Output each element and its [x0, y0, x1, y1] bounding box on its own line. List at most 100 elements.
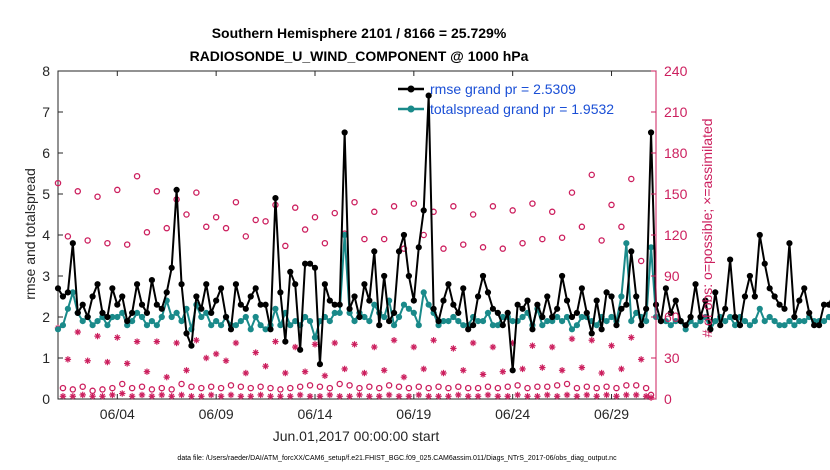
rmse-point: [410, 297, 417, 304]
totalspread-point: [801, 318, 808, 325]
rmse-point: [751, 293, 758, 300]
rmse-point: [667, 309, 674, 316]
obs-assimilated-marker: [306, 393, 314, 400]
obs-assimilated-marker: [79, 391, 86, 399]
obs-assimilated-marker: [356, 391, 363, 399]
totalspread-point: [712, 318, 719, 325]
rmse-point: [722, 305, 729, 312]
totalspread-point: [563, 313, 571, 321]
obs-assimilated-marker: [371, 343, 378, 351]
totalspread-point: [208, 322, 215, 329]
obs-assimilated-marker: [573, 393, 581, 400]
series-group: [54, 92, 830, 374]
obs-possible-marker: [114, 186, 121, 194]
obs-possible-marker: [637, 257, 645, 265]
rmse-point: [588, 330, 595, 337]
obs-possible-marker: [464, 384, 472, 392]
obs-possible-marker: [282, 242, 289, 250]
rmse-point: [539, 313, 546, 321]
rmse-point: [119, 293, 126, 300]
obs-assimilated-marker: [553, 393, 561, 400]
rmse-point: [400, 231, 408, 239]
totalspread-point: [133, 309, 141, 316]
rmse-point: [247, 293, 254, 300]
totalspread-point: [667, 322, 674, 329]
rmse-point: [277, 289, 284, 296]
totalspread-point: [213, 318, 220, 325]
obs-possible-marker: [469, 211, 477, 218]
x-tick-label: 06/19: [396, 406, 431, 422]
totalspread-point: [727, 313, 734, 321]
obs-possible-marker: [385, 382, 393, 389]
obs-possible-marker: [390, 203, 398, 210]
y-left-tick-label: 1: [42, 350, 50, 366]
y-right-tick-label: 90: [664, 268, 680, 284]
rmse-point: [109, 285, 116, 292]
obs-assimilated-marker: [173, 339, 180, 347]
rmse-point: [811, 322, 818, 329]
rmse-point: [519, 305, 526, 312]
obs-possible-marker: [519, 239, 526, 247]
rmse-point: [524, 297, 531, 304]
rmse-point: [697, 313, 704, 321]
obs-assimilated-marker: [94, 332, 101, 340]
obs-possible-marker: [460, 241, 467, 248]
rmse-point: [430, 305, 437, 312]
obs-assimilated-marker: [311, 341, 319, 348]
rmse-point: [124, 318, 131, 325]
legend: rmse grand pr = 2.5309 totalspread grand…: [398, 81, 614, 117]
obs-assimilated-marker: [430, 337, 437, 344]
y-right-tick-label: 180: [664, 145, 688, 161]
obs-assimilated-marker: [143, 368, 151, 375]
obs-possible-marker: [632, 382, 640, 389]
obs-possible-marker: [455, 383, 462, 390]
obs-possible-marker: [321, 239, 329, 247]
obs-assimilated-marker: [435, 393, 442, 400]
obs-possible-marker: [435, 383, 442, 390]
rmse-point: [489, 305, 497, 312]
obs-assimilated-marker: [425, 393, 432, 400]
obs-possible-marker: [306, 382, 314, 389]
rmse-point: [302, 260, 309, 267]
totalspread-point: [786, 318, 793, 325]
obs-assimilated-marker: [123, 360, 131, 367]
obs-possible-marker: [311, 213, 319, 221]
obs-possible-marker: [232, 198, 240, 206]
y-right-tick-label: 0: [664, 391, 672, 407]
obs-possible-marker: [628, 175, 635, 183]
obs-assimilated-marker: [464, 393, 472, 400]
obs-assimilated-marker: [208, 391, 215, 399]
rmse-point: [781, 305, 788, 312]
obs-possible-marker: [207, 383, 215, 390]
obs-assimilated-marker: [376, 393, 383, 400]
rmse-point: [331, 301, 338, 308]
obs-possible-marker: [445, 384, 452, 392]
obs-possible-marker: [361, 235, 368, 243]
rmse-point: [252, 285, 259, 292]
rmse-point: [647, 129, 655, 136]
chart-subtitle: RADIOSONDE_U_WIND_COMPONENT @ 1000 hPa: [190, 48, 529, 64]
totalspread-point: [766, 313, 773, 321]
obs-possible-marker: [375, 384, 383, 392]
rmse-point: [573, 309, 581, 316]
obs-possible-marker: [277, 386, 284, 393]
totalspread-point: [54, 326, 62, 333]
totalspread-point: [94, 318, 101, 325]
totalspread-point: [578, 313, 585, 321]
rmse-point: [178, 281, 185, 288]
obs-assimilated-marker: [277, 393, 284, 400]
rmse-point: [59, 293, 67, 300]
obs-possible-marker: [217, 384, 225, 392]
rmse-point: [64, 289, 71, 296]
totalspread-point: [143, 322, 151, 329]
obs-possible-marker: [425, 384, 432, 392]
totalspread-point: [341, 231, 348, 239]
obs-possible-marker: [534, 383, 541, 390]
totalspread-point: [484, 309, 492, 316]
obs-possible-marker: [553, 382, 561, 389]
rmse-point: [445, 281, 452, 288]
obs-assimilated-marker: [539, 364, 546, 371]
x-tick-label: 06/24: [495, 406, 530, 422]
rmse-point: [470, 322, 477, 329]
obs-possible-marker: [94, 193, 101, 200]
